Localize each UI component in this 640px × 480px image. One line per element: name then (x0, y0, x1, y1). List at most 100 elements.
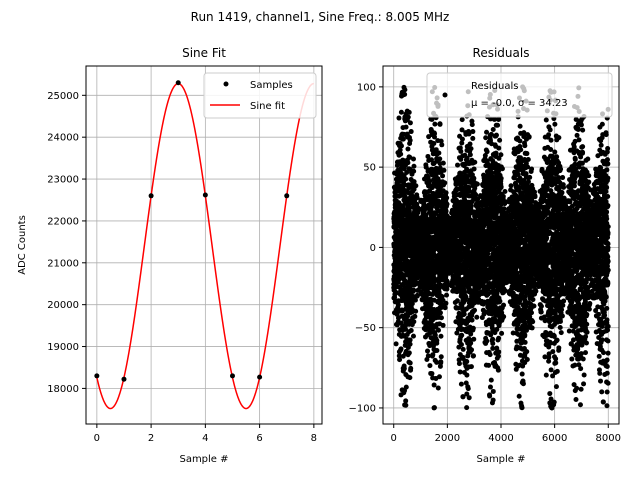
sine-fit-xlabel: Sample # (179, 454, 228, 465)
sine-fit-legend-box (203, 72, 317, 119)
residual-point (471, 336, 477, 342)
residual-point (458, 381, 464, 387)
residual-point (444, 292, 450, 298)
residual-point (464, 359, 470, 365)
sine-fit-xtick-label: 0 (94, 433, 100, 444)
residual-point (472, 307, 478, 313)
residual-point (403, 176, 409, 182)
residual-point (406, 109, 412, 115)
residual-point (427, 363, 433, 369)
residual-point (437, 310, 443, 316)
sample-point (121, 376, 127, 382)
residual-point (468, 340, 474, 346)
sine-fit-ytick-label: 23000 (47, 175, 79, 186)
residual-point (442, 305, 448, 311)
residual-point (459, 136, 465, 142)
residual-point (443, 300, 449, 306)
sine-fit-ytick-label: 20000 (47, 300, 79, 311)
residual-point (471, 166, 477, 172)
residual-point (469, 122, 475, 128)
residual-point (403, 124, 409, 130)
residual-point (393, 341, 399, 347)
sample-point (202, 192, 208, 198)
residual-point (402, 91, 408, 97)
sine-fit-ytick-label: 18000 (47, 384, 79, 395)
residual-point (396, 353, 402, 359)
residual-point (498, 152, 504, 158)
residual-point (470, 135, 476, 141)
residual-point (432, 121, 438, 127)
sine-fit-ylabel: ADC Counts (17, 215, 28, 275)
residual-point (467, 152, 473, 158)
residual-point (500, 193, 506, 199)
residual-point (407, 375, 413, 381)
residual-point (519, 371, 525, 377)
residual-point (469, 317, 475, 323)
residual-point (522, 143, 528, 149)
residual-point (403, 402, 409, 408)
residual-point (496, 349, 502, 355)
residual-point (406, 205, 412, 211)
residual-point (438, 354, 444, 360)
sine-fit-legend: Samples Sine fit (203, 72, 317, 119)
residual-point (495, 367, 501, 373)
residual-point (458, 148, 464, 154)
residual-point (431, 141, 437, 147)
residual-point (519, 405, 525, 411)
residual-point (499, 166, 505, 172)
residual-point (398, 151, 404, 157)
residual-point (487, 384, 493, 390)
residual-point (490, 341, 496, 346)
residual-point (474, 314, 480, 320)
residual-point (407, 318, 413, 324)
residual-point (398, 143, 404, 149)
residual-point (428, 301, 434, 307)
sine-fit-xtick-label: 4 (202, 433, 208, 444)
residual-point (472, 159, 478, 165)
residual-point (437, 121, 443, 127)
residual-point (398, 346, 404, 352)
sine-fit-ytick-label: 19000 (47, 342, 79, 353)
residual-point (465, 386, 471, 392)
residual-point (404, 170, 410, 176)
residual-point (431, 405, 437, 411)
residual-point (501, 314, 507, 320)
residual-point (443, 208, 449, 214)
residual-point (455, 162, 461, 168)
residual-point (413, 308, 419, 314)
figure-suptitle: Run 1419, channel1, Sine Freq.: 8.005 MH… (191, 10, 450, 24)
residual-point (405, 146, 411, 152)
residual-point (470, 325, 476, 331)
residual-point (483, 135, 489, 141)
sample-point (148, 193, 154, 199)
residual-point (499, 330, 505, 336)
residual-point (440, 173, 446, 179)
residual-point (407, 137, 413, 143)
residual-point (401, 365, 407, 371)
residual-point (403, 398, 409, 404)
residual-point (522, 332, 528, 338)
residual-point (437, 156, 443, 162)
sine-fit-xtick-label: 2 (148, 433, 154, 444)
residual-point (517, 123, 523, 129)
sine-fit-ticks: 0 2 4 6 818000190002000021000220002300024000… (47, 91, 317, 444)
residual-point (459, 332, 465, 338)
residual-point (431, 382, 437, 388)
sine-fit-ytick-label: 24000 (47, 133, 79, 144)
residual-point (459, 117, 465, 123)
residual-point (464, 372, 470, 378)
residual-point (430, 352, 436, 358)
residual-point (438, 333, 444, 339)
residual-point (466, 395, 472, 401)
residual-point (438, 359, 444, 365)
sample-point (94, 373, 100, 379)
residual-point (495, 122, 501, 128)
residual-point (434, 348, 440, 354)
residual-point (410, 156, 416, 162)
residual-point (407, 341, 413, 347)
residual-point (508, 183, 514, 189)
residual-point (501, 302, 507, 308)
legend-sinefit-label: Sine fit (250, 101, 285, 112)
residual-point (498, 175, 504, 181)
residual-point (425, 348, 431, 354)
